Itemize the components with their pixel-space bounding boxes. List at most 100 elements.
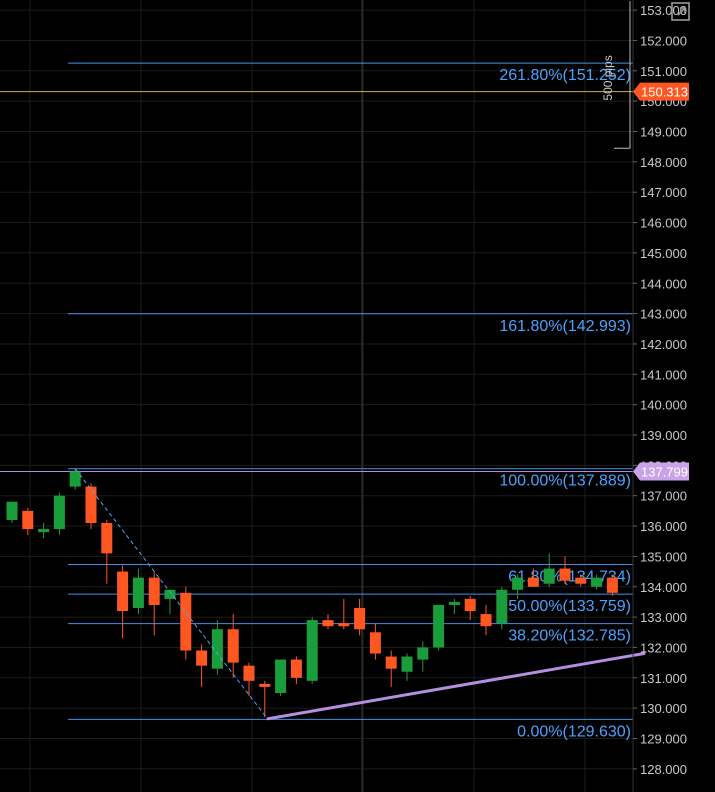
candle-body [211, 629, 223, 669]
candle [338, 598, 350, 630]
candle [433, 604, 445, 651]
price-tick: 133.000 [633, 610, 687, 625]
price-tick: 141.000 [633, 367, 687, 382]
candle-body [543, 568, 555, 584]
candle-body [433, 604, 445, 648]
candle [132, 568, 144, 615]
candle-body [101, 523, 113, 554]
candle [38, 523, 50, 539]
candle [606, 574, 618, 596]
price-tick-label: 130.000 [640, 701, 687, 716]
candle [164, 589, 176, 615]
candle [211, 620, 223, 675]
price-tick: 134.000 [633, 580, 687, 595]
price-tick: 144.000 [633, 276, 687, 291]
price-tick: 132.000 [633, 640, 687, 655]
fibonacci-levels[interactable]: 261.80%(151.252) 161.80%(142.993) 100.00%(… [68, 62, 633, 740]
price-lines [0, 91, 633, 472]
price-tick: 129.000 [633, 732, 687, 747]
candle-body [527, 577, 539, 587]
fib-level-label: 0.00%(129.630) [517, 723, 631, 740]
price-tick-label: 129.000 [640, 732, 687, 747]
fib-level-label: 261.80%(151.252) [499, 67, 631, 84]
price-tick-label: 141.000 [640, 367, 687, 382]
price-tick: 152.000 [633, 33, 687, 48]
candle [275, 659, 287, 697]
candle [369, 623, 381, 660]
price-tick: 137.000 [633, 489, 687, 504]
price-tick-label: 134.000 [640, 580, 687, 595]
candle-body [117, 571, 129, 612]
candle [306, 617, 318, 684]
price-tick-label: 153.000 [640, 3, 687, 18]
grid-lines [0, 0, 633, 792]
price-tick-label: 144.000 [640, 276, 687, 291]
price-tick-label: 128.000 [640, 762, 687, 777]
candle-body [6, 501, 18, 520]
candle-body [606, 577, 618, 593]
candle [417, 641, 429, 672]
price-tick-label: 137.000 [640, 489, 687, 504]
candle [401, 653, 413, 681]
pip-measure-label: 500 pips [601, 55, 615, 100]
fib-level-label: 161.80%(142.993) [499, 318, 631, 335]
expand-button[interactable] [668, 0, 694, 24]
candle-body [259, 683, 271, 687]
price-badge: 150.313 [633, 82, 689, 101]
price-tick: 136.000 [633, 519, 687, 534]
expand-icon [671, 2, 690, 21]
candles [6, 468, 618, 718]
price-tick: 146.000 [633, 216, 687, 231]
price-axis[interactable]: 128.000 129.000 130.000 131.000 132.000 133.0… [633, 3, 687, 777]
pip-measure[interactable]: 500 pips [601, 0, 631, 149]
price-tick-label: 140.000 [640, 398, 687, 413]
price-tick: 139.000 [633, 428, 687, 443]
price-badge-bg [633, 462, 689, 481]
candle-body [22, 510, 34, 530]
price-tick-label: 145.000 [640, 246, 687, 261]
candle-body [591, 577, 603, 587]
price-tick: 153.000 [633, 3, 687, 18]
price-tick: 128.000 [633, 762, 687, 777]
pip-measure-bracket[interactable] [614, 0, 631, 149]
price-tick: 135.000 [633, 549, 687, 564]
candle [6, 501, 18, 524]
candle [227, 614, 239, 678]
candle [575, 574, 587, 587]
fib-level-label: 100.00%(137.889) [499, 473, 631, 490]
candle-body [85, 486, 97, 524]
candle-body [448, 601, 460, 605]
candle [322, 614, 334, 630]
candle-body [464, 598, 476, 612]
fib-level-label: 38.20%(132.785) [508, 628, 631, 645]
candle [385, 650, 397, 687]
candle-body [559, 568, 571, 581]
candle-body [385, 656, 397, 669]
candle [69, 468, 81, 490]
candle-body [496, 589, 508, 624]
candle-body [196, 650, 208, 666]
price-badges: 150.313 137.799 [633, 82, 689, 481]
price-tick: 130.000 [633, 701, 687, 716]
candle-body [306, 620, 318, 681]
price-tick-label: 152.000 [640, 33, 687, 48]
price-tick-label: 136.000 [640, 519, 687, 534]
candle [85, 483, 97, 530]
candle-body [480, 614, 492, 627]
price-tick-label: 143.000 [640, 307, 687, 322]
price-tick-label: 131.000 [640, 671, 687, 686]
trendlines[interactable] [74, 468, 646, 721]
price-badge-label: 150.313 [641, 85, 688, 100]
price-tick: 147.000 [633, 185, 687, 200]
candle [101, 519, 113, 584]
fib-anchor-line[interactable] [74, 468, 269, 720]
price-tick-label: 146.000 [640, 216, 687, 231]
candle-body [164, 589, 176, 599]
price-tick-label: 132.000 [640, 640, 687, 655]
candle-body [132, 577, 144, 608]
price-badge: 137.799 [633, 462, 689, 481]
trendline[interactable] [266, 652, 646, 721]
price-tick: 151.000 [633, 64, 687, 79]
fib-level-label: 50.00%(133.759) [508, 598, 631, 615]
